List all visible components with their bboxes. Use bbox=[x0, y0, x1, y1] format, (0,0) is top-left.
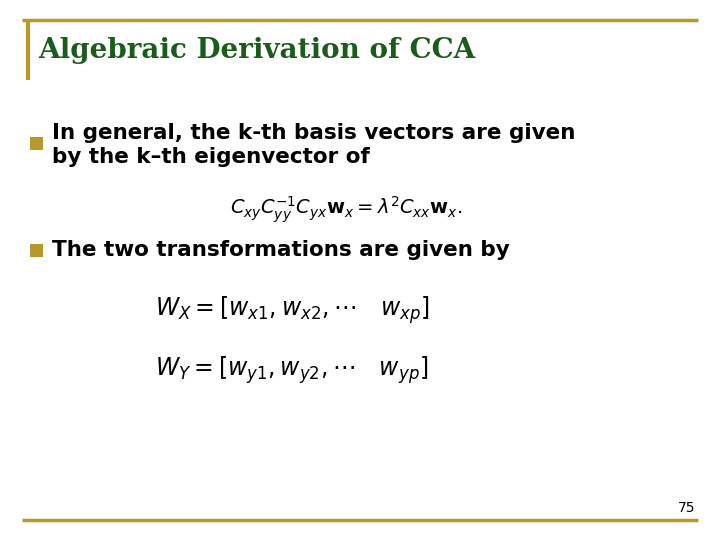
Text: $C_{xy}C_{yy}^{-1}C_{yx}\mathbf{w}_x = \lambda^2 C_{xx}\mathbf{w}_x.$: $C_{xy}C_{yy}^{-1}C_{yx}\mathbf{w}_x = \… bbox=[230, 195, 462, 225]
Text: Algebraic Derivation of CCA: Algebraic Derivation of CCA bbox=[38, 37, 475, 64]
Text: by the k–th eigenvector of: by the k–th eigenvector of bbox=[52, 147, 370, 167]
Text: $\mathit{W}_Y = \left[w_{y1}, w_{y2},\cdots\quad w_{yp}\right]$: $\mathit{W}_Y = \left[w_{y1}, w_{y2},\cd… bbox=[155, 354, 428, 386]
Bar bbox=[30, 244, 43, 257]
Text: 75: 75 bbox=[678, 501, 695, 515]
Text: In general, the k-th basis vectors are given: In general, the k-th basis vectors are g… bbox=[52, 123, 575, 143]
Text: The two transformations are given by: The two transformations are given by bbox=[52, 240, 510, 260]
Text: $\mathit{W}_X = \left[w_{x1}, w_{x2},\cdots\quad w_{xp}\right]$: $\mathit{W}_X = \left[w_{x1}, w_{x2},\cd… bbox=[155, 294, 430, 326]
Bar bbox=[30, 137, 43, 150]
